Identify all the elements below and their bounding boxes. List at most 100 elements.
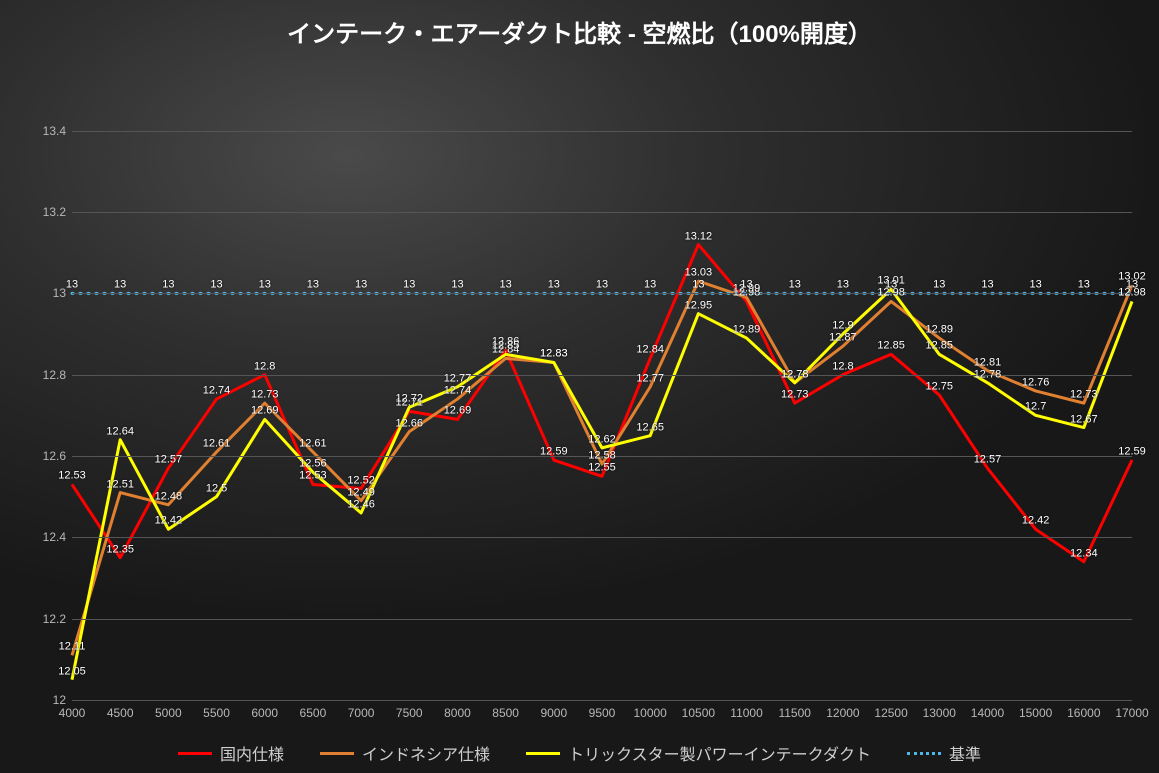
- data-label: 12.69: [251, 405, 279, 417]
- legend-swatch: [907, 752, 941, 755]
- data-label: 12.42: [155, 515, 183, 527]
- data-label: 12.73: [251, 389, 279, 401]
- data-label: 13: [789, 279, 801, 291]
- data-label: 13: [66, 279, 78, 291]
- x-tick-label: 8500: [492, 706, 519, 720]
- data-label: 13.03: [685, 267, 713, 279]
- x-tick-label: 15000: [1019, 706, 1052, 720]
- data-label: 12.73: [1070, 389, 1098, 401]
- legend-label: 基準: [949, 741, 981, 765]
- data-label: 12.87: [829, 332, 857, 344]
- x-tick-label: 17000: [1115, 706, 1148, 720]
- x-tick-label: 4500: [107, 706, 134, 720]
- data-label: 12.74: [203, 385, 231, 397]
- data-label: 12.34: [1070, 547, 1098, 559]
- data-label: 12.51: [106, 478, 134, 490]
- data-label: 12.52: [347, 474, 375, 486]
- data-label: 13: [1078, 279, 1090, 291]
- data-label: 12.59: [540, 446, 568, 458]
- y-tick-label: 13: [53, 286, 66, 300]
- data-label: 13: [644, 279, 656, 291]
- data-label: 12.53: [299, 470, 327, 482]
- data-label: 13: [837, 279, 849, 291]
- y-tick-label: 12.2: [43, 612, 66, 626]
- data-label: 12.85: [877, 340, 905, 352]
- x-tick-label: 12000: [826, 706, 859, 720]
- legend-item-trickstar: トリックスター製パワーインテークダクト: [526, 741, 871, 765]
- x-tick-label: 4000: [59, 706, 86, 720]
- x-tick-label: 6000: [251, 706, 278, 720]
- y-tick-label: 12: [53, 693, 66, 707]
- data-label: 12.81: [974, 356, 1002, 368]
- x-tick-label: 12500: [874, 706, 907, 720]
- grid-line: [72, 293, 1132, 294]
- grid-line: [72, 212, 1132, 213]
- y-tick-label: 12.4: [43, 530, 66, 544]
- data-label: 12.57: [974, 454, 1002, 466]
- grid-line: [72, 131, 1132, 132]
- data-label: 13: [933, 279, 945, 291]
- data-label: 13: [451, 279, 463, 291]
- data-label: 12.9: [832, 320, 853, 332]
- x-tick-label: 10000: [633, 706, 666, 720]
- data-label: 13: [1030, 279, 1042, 291]
- data-label: 12.05: [58, 665, 86, 677]
- data-label: 12.48: [155, 490, 183, 502]
- data-label: 12.56: [299, 458, 327, 470]
- data-label: 12.53: [58, 470, 86, 482]
- data-label: 12.72: [396, 393, 424, 405]
- data-label: 12.46: [347, 499, 375, 511]
- data-label: 12.61: [203, 438, 231, 450]
- data-label: 12.73: [781, 389, 809, 401]
- data-label: 12.8: [254, 360, 275, 372]
- x-tick-label: 5500: [203, 706, 230, 720]
- data-label: 13: [981, 279, 993, 291]
- legend-swatch: [526, 752, 560, 755]
- legend-item-indonesia: インドネシア仕様: [320, 741, 490, 765]
- y-tick-label: 12.6: [43, 449, 66, 463]
- data-label: 12.55: [588, 462, 616, 474]
- x-tick-label: 13000: [923, 706, 956, 720]
- data-label: 13: [1126, 279, 1138, 291]
- data-label: 12.89: [733, 324, 761, 336]
- data-label: 12.83: [540, 348, 568, 360]
- x-tick-label: 9000: [540, 706, 567, 720]
- data-label: 12.57: [155, 454, 183, 466]
- data-label: 12.85: [492, 340, 520, 352]
- data-label: 12.78: [781, 368, 809, 380]
- data-label: 12.58: [588, 450, 616, 462]
- data-label: 12.11: [59, 641, 86, 653]
- y-tick-label: 13.2: [43, 205, 66, 219]
- grid-line: [72, 619, 1132, 620]
- data-label: 12.77: [636, 372, 664, 384]
- data-label: 13: [162, 279, 174, 291]
- legend: 国内仕様 インドネシア仕様 トリックスター製パワーインテークダクト 基準: [0, 741, 1159, 765]
- data-label: 13: [307, 279, 319, 291]
- x-tick-label: 11500: [778, 706, 810, 720]
- data-label: 12.62: [588, 433, 616, 445]
- data-label: 12.89: [926, 324, 954, 336]
- series-line-trickstar: [72, 289, 1132, 679]
- x-tick-label: 11000: [730, 706, 762, 720]
- legend-swatch: [178, 752, 212, 755]
- data-label: 12.76: [1022, 377, 1050, 389]
- data-label: 13: [259, 279, 271, 291]
- data-label: 12.5: [206, 482, 227, 494]
- data-label: 13: [596, 279, 608, 291]
- x-tick-label: 7000: [348, 706, 375, 720]
- data-label: 13: [403, 279, 415, 291]
- x-tick-label: 14000: [971, 706, 1004, 720]
- data-label: 12.64: [106, 425, 134, 437]
- data-label: 12.59: [1118, 446, 1146, 458]
- data-label: 12.78: [974, 368, 1002, 380]
- x-tick-label: 9500: [589, 706, 616, 720]
- legend-label: インドネシア仕様: [362, 741, 490, 765]
- data-label: 13: [740, 279, 752, 291]
- data-label: 13: [355, 279, 367, 291]
- data-label: 13: [548, 279, 560, 291]
- data-label: 13: [500, 279, 512, 291]
- data-label: 12.7: [1025, 401, 1046, 413]
- legend-label: 国内仕様: [220, 741, 284, 765]
- data-label: 12.42: [1022, 515, 1050, 527]
- data-label: 12.49: [347, 486, 375, 498]
